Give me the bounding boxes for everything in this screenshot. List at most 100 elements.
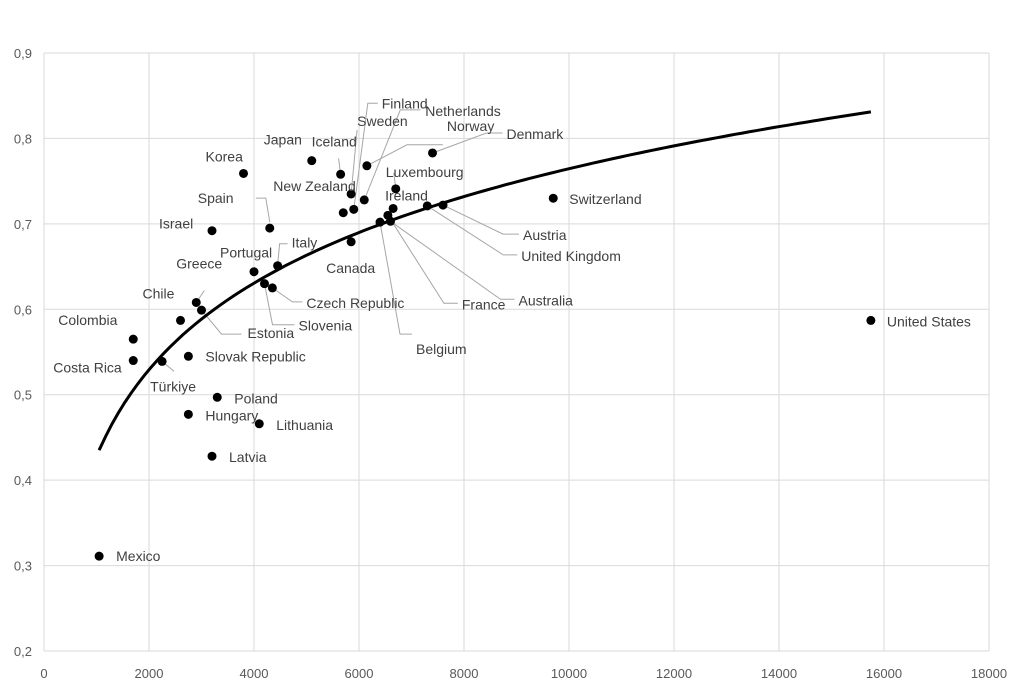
point-label: Colombia	[58, 312, 117, 328]
data-point	[197, 305, 206, 315]
data-point	[267, 283, 277, 293]
point-label: Greece	[176, 255, 222, 271]
data-point	[388, 203, 398, 213]
data-point	[254, 419, 264, 429]
data-point	[265, 223, 275, 233]
leader-line	[366, 144, 443, 167]
point-label: Czech Republic	[306, 295, 404, 311]
x-tick-label: 4000	[240, 666, 269, 681]
leader-line	[442, 204, 519, 235]
data-point	[362, 161, 372, 171]
x-tick-label: 2000	[135, 666, 164, 681]
point-label: United States	[887, 313, 971, 329]
point-label: Estonia	[248, 325, 295, 341]
y-tick-label: 0,4	[14, 473, 32, 488]
data-point	[157, 356, 167, 366]
leader-line	[277, 243, 288, 266]
point-label: Luxembourg	[386, 164, 464, 180]
trendline	[97, 110, 872, 451]
point-label: Türkiye	[150, 378, 196, 394]
axis-ticks: 0 2000 4000 6000 8000 10000 12000 14000 16000 180…	[14, 46, 1007, 681]
x-tick-label: 12000	[656, 666, 692, 681]
leader-line	[379, 222, 412, 335]
y-tick-label: 0,9	[14, 46, 32, 61]
point-label: Italy	[292, 235, 318, 251]
data-point	[260, 279, 269, 289]
point-label: Iceland	[312, 133, 357, 149]
data-point	[336, 169, 346, 179]
x-tick-label: 10000	[551, 666, 587, 681]
point-label: Netherlands	[425, 103, 501, 119]
point-label: Chile	[143, 285, 175, 301]
point-label: Australia	[519, 292, 574, 308]
y-tick-label: 0,3	[14, 559, 32, 574]
data-point	[338, 208, 348, 218]
grid	[43, 52, 990, 652]
data-point	[428, 148, 437, 158]
data-point	[346, 189, 356, 199]
data-point	[239, 168, 248, 178]
data-point	[548, 193, 558, 203]
x-tick-label: 0	[40, 666, 47, 681]
data-point	[307, 156, 317, 166]
point-label: Sweden	[357, 113, 408, 129]
x-tick-label: 14000	[761, 666, 797, 681]
data-point	[183, 409, 193, 419]
leader-line	[272, 287, 303, 303]
point-label: Poland	[234, 390, 278, 406]
point-label: Hungary	[205, 407, 258, 423]
y-tick-label: 0,2	[14, 644, 32, 659]
data-point	[207, 451, 217, 461]
point-label: Costa Rica	[53, 360, 122, 376]
data-point	[375, 217, 385, 227]
data-point	[273, 261, 283, 271]
data-point	[359, 195, 369, 205]
data-point	[346, 237, 356, 247]
data-points	[94, 148, 876, 561]
data-point	[249, 267, 259, 277]
point-label: Norway	[447, 118, 494, 134]
point-label: Israel	[159, 216, 193, 232]
data-point	[183, 351, 193, 361]
point-label: Slovak Republic	[205, 348, 305, 364]
leader-line	[264, 283, 295, 326]
data-point	[94, 551, 104, 561]
data-point	[176, 315, 185, 325]
data-point	[422, 201, 432, 211]
point-label: Korea	[206, 148, 244, 164]
y-tick-label: 0,7	[14, 217, 32, 232]
point-label: France	[462, 296, 506, 312]
leader-line	[432, 132, 503, 154]
point-label: Canada	[326, 260, 375, 276]
point-label: Switzerland	[569, 191, 641, 207]
point-label: Lithuania	[276, 417, 333, 433]
data-point	[386, 216, 395, 226]
point-label: Finland	[382, 95, 428, 111]
point-label: Denmark	[507, 126, 565, 142]
point-label: Austria	[523, 227, 567, 243]
point-label: Spain	[198, 190, 234, 206]
leader-line	[387, 215, 458, 304]
point-label: United Kingdom	[521, 248, 621, 264]
data-point	[349, 204, 359, 214]
data-point	[212, 392, 222, 402]
leader-line	[201, 309, 242, 335]
leader-line	[350, 129, 358, 195]
data-point	[391, 184, 401, 194]
data-point	[191, 297, 201, 307]
data-point	[207, 226, 217, 236]
leader-line	[390, 220, 515, 300]
x-tick-label: 18000	[971, 666, 1007, 681]
x-tick-label: 6000	[345, 666, 374, 681]
point-label: Belgium	[416, 341, 467, 357]
y-tick-label: 0,8	[14, 131, 32, 146]
y-tick-label: 0,6	[14, 302, 32, 317]
data-point	[866, 315, 876, 325]
point-label: Japan	[264, 132, 302, 148]
data-point	[128, 334, 138, 344]
data-labels: Mexico Colombia Costa Rica Türkiye Chile Slov…	[53, 95, 971, 564]
leader-line	[255, 197, 271, 223]
point-label: Portugal	[220, 245, 272, 261]
